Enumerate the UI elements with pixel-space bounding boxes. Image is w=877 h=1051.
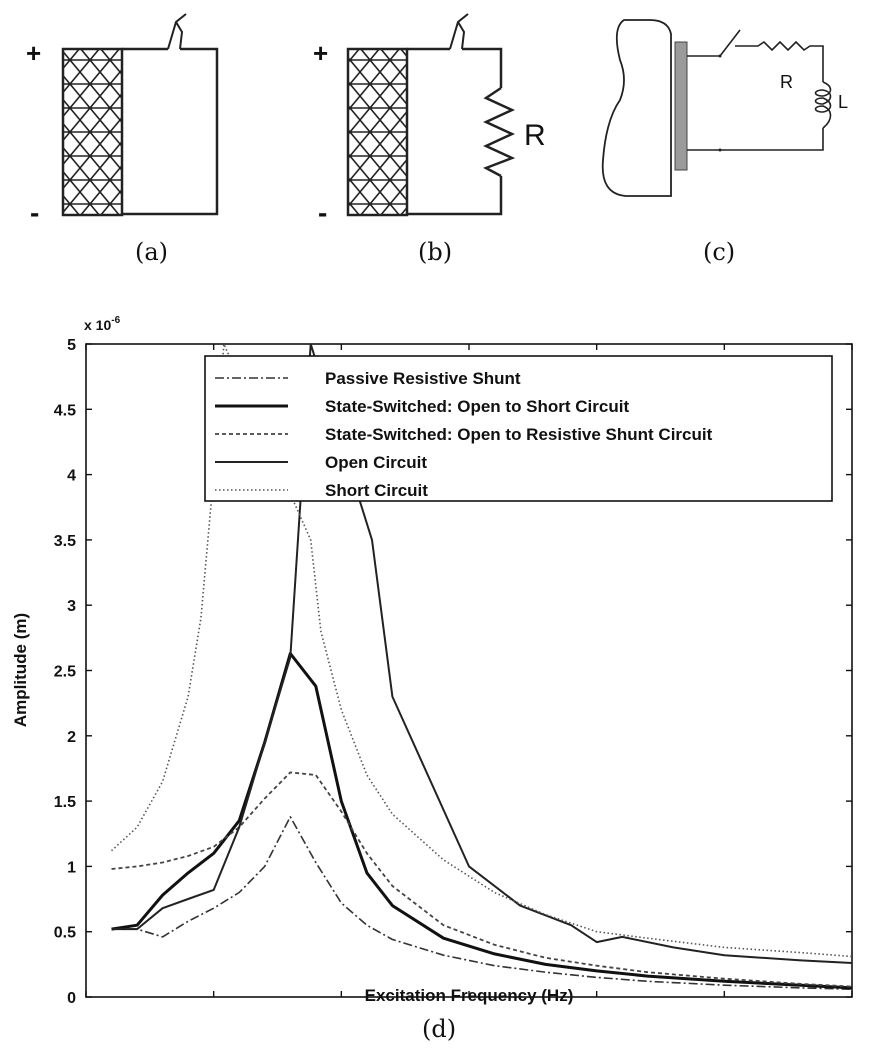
- panel-b-switch-icon: [449, 13, 469, 50]
- y-tick-label: 2: [67, 729, 76, 746]
- panel-b-resistor-label: R: [524, 119, 546, 152]
- panel-b-resistor: [482, 86, 516, 178]
- panel-a-plus-label: +: [26, 38, 41, 68]
- panel-c-switch-icon: [719, 29, 741, 57]
- y-tick-label: 3.5: [54, 533, 76, 550]
- panel-d-caption: (d): [422, 1015, 457, 1043]
- panel-c-inductor: [814, 81, 832, 129]
- panel-c-diagram: R L: [601, 19, 848, 197]
- legend-label-1: Passive Resistive Shunt: [325, 369, 521, 388]
- panel-b-piezo-element: [346, 47, 409, 217]
- y-tick-label: 4.5: [54, 402, 76, 419]
- y-tick-label: 0.5: [54, 925, 76, 942]
- series-line-4: [111, 344, 852, 964]
- panel-b-plus-label: +: [313, 38, 328, 68]
- legend-box: [204, 355, 833, 502]
- panel-b-minus-label: -: [318, 197, 327, 228]
- axis-ticks: 05010015020025030000.511.522.533.544.55: [54, 337, 853, 1005]
- panel-b-wire: [407, 47, 503, 216]
- x-axis-label: Excitation Frequency (Hz): [365, 986, 574, 1005]
- y-tick-label: 0: [67, 990, 76, 1005]
- panel-c-wire: [687, 40, 824, 151]
- panel-a-piezo-element: [61, 47, 124, 217]
- panel-c-caption: (c): [703, 238, 736, 266]
- y-tick-label: 3: [67, 598, 76, 615]
- legend-label-3: State-Switched: Open to Resistive Shunt …: [325, 425, 713, 444]
- series-line-3: [111, 771, 852, 988]
- y-tick-label: 1.5: [54, 794, 76, 811]
- series-line-2: [111, 652, 852, 990]
- legend-label-5: Short Circuit: [325, 481, 428, 500]
- panel-c-piezo-patch: [674, 41, 688, 171]
- amplitude-frequency-chart: 05010015020025030000.511.522.533.544.55 …: [11, 315, 853, 1005]
- y-tick-label: 2.5: [54, 664, 76, 681]
- circuit-diagrams: + - + - R R L: [26, 13, 848, 228]
- y-tick-label: 4: [67, 468, 76, 485]
- panel-a-caption: (a): [135, 238, 169, 266]
- y-axis-label: Amplitude (m): [11, 613, 30, 727]
- panel-c-structure: [601, 19, 672, 197]
- series-layer: [110, 344, 852, 990]
- panel-b-diagram: + - R: [313, 13, 546, 228]
- series-line-1: [111, 816, 852, 990]
- series-line-5: [110, 344, 852, 958]
- panel-a-switch-icon: [167, 13, 187, 50]
- panel-a-wire: [122, 47, 219, 216]
- panel-c-inductor-label: L: [838, 92, 848, 112]
- panel-b-caption: (b): [418, 238, 453, 266]
- legend-label-4: Open Circuit: [325, 453, 427, 472]
- panel-a-diagram: + -: [26, 13, 219, 228]
- legend: Passive Resistive Shunt State-Switched: O…: [204, 355, 833, 502]
- y-multiplier-label: x 10-6: [84, 315, 121, 333]
- panel-c-resistor-label: R: [780, 72, 793, 92]
- y-tick-label: 5: [67, 337, 76, 354]
- legend-label-2: State-Switched: Open to Short Circuit: [325, 397, 629, 416]
- y-tick-label: 1: [67, 859, 76, 876]
- panel-a-minus-label: -: [30, 197, 39, 228]
